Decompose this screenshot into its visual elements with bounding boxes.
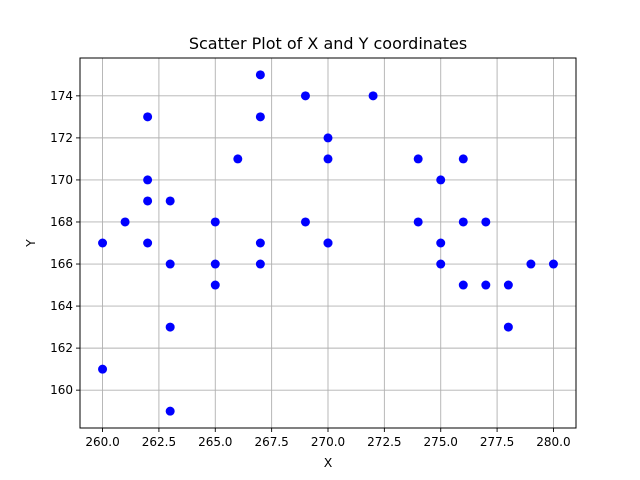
y-tick-label: 170 bbox=[50, 173, 73, 187]
scatter-point bbox=[436, 175, 446, 185]
grid-layer bbox=[80, 58, 576, 428]
scatter-point bbox=[143, 196, 153, 206]
scatter-point bbox=[413, 217, 423, 227]
scatter-point bbox=[481, 217, 491, 227]
x-tick-label: 267.5 bbox=[254, 435, 288, 449]
chart-title: Scatter Plot of X and Y coordinates bbox=[189, 34, 467, 53]
points-layer bbox=[98, 70, 558, 416]
scatter-point bbox=[323, 133, 333, 143]
scatter-point bbox=[165, 259, 175, 269]
x-tick-label: 270.0 bbox=[311, 435, 345, 449]
y-tick-label: 172 bbox=[50, 131, 73, 145]
scatter-point bbox=[165, 322, 175, 332]
scatter-point bbox=[503, 280, 513, 290]
scatter-point bbox=[233, 154, 243, 164]
x-tick-label: 277.5 bbox=[480, 435, 514, 449]
scatter-point bbox=[120, 217, 130, 227]
x-tick-label: 262.5 bbox=[142, 435, 176, 449]
scatter-point bbox=[255, 238, 265, 248]
scatter-point bbox=[210, 280, 220, 290]
x-tick-label: 265.0 bbox=[198, 435, 232, 449]
scatter-point bbox=[98, 364, 108, 374]
ticks-layer: 260.0 262.5 265.0 267.5 270.0 272.5 275.0 277.5… bbox=[50, 89, 571, 449]
scatter-point bbox=[481, 280, 491, 290]
scatter-point bbox=[210, 217, 220, 227]
x-tick-label: 275.0 bbox=[424, 435, 458, 449]
scatter-point bbox=[165, 406, 175, 416]
y-tick-label: 168 bbox=[50, 215, 73, 229]
scatter-point bbox=[323, 238, 333, 248]
y-tick-label: 166 bbox=[50, 257, 73, 271]
x-axis-label: X bbox=[324, 455, 333, 470]
scatter-point bbox=[458, 280, 468, 290]
x-tick-label: 280.0 bbox=[536, 435, 570, 449]
scatter-point bbox=[368, 91, 378, 101]
y-axis-label: Y bbox=[23, 239, 38, 248]
scatter-point bbox=[458, 217, 468, 227]
scatter-point bbox=[255, 259, 265, 269]
x-tick-label: 272.5 bbox=[367, 435, 401, 449]
scatter-point bbox=[526, 259, 536, 269]
scatter-point bbox=[300, 91, 310, 101]
y-tick-label: 162 bbox=[50, 341, 73, 355]
y-tick-label: 160 bbox=[50, 383, 73, 397]
scatter-point bbox=[436, 238, 446, 248]
scatter-point bbox=[255, 112, 265, 122]
x-tick-label: 260.0 bbox=[85, 435, 119, 449]
scatter-point bbox=[413, 154, 423, 164]
scatter-point bbox=[143, 175, 153, 185]
scatter-point bbox=[210, 259, 220, 269]
scatter-point bbox=[255, 70, 265, 80]
scatter-point bbox=[323, 154, 333, 164]
scatter-point bbox=[548, 259, 558, 269]
scatter-point bbox=[458, 154, 468, 164]
scatter-point bbox=[143, 238, 153, 248]
y-tick-label: 174 bbox=[50, 89, 73, 103]
scatter-point bbox=[436, 259, 446, 269]
scatter-point bbox=[503, 322, 513, 332]
scatter-point bbox=[300, 217, 310, 227]
y-tick-label: 164 bbox=[50, 299, 73, 313]
scatter-point bbox=[143, 112, 153, 122]
scatter-point bbox=[165, 196, 175, 206]
scatter-point bbox=[98, 238, 108, 248]
